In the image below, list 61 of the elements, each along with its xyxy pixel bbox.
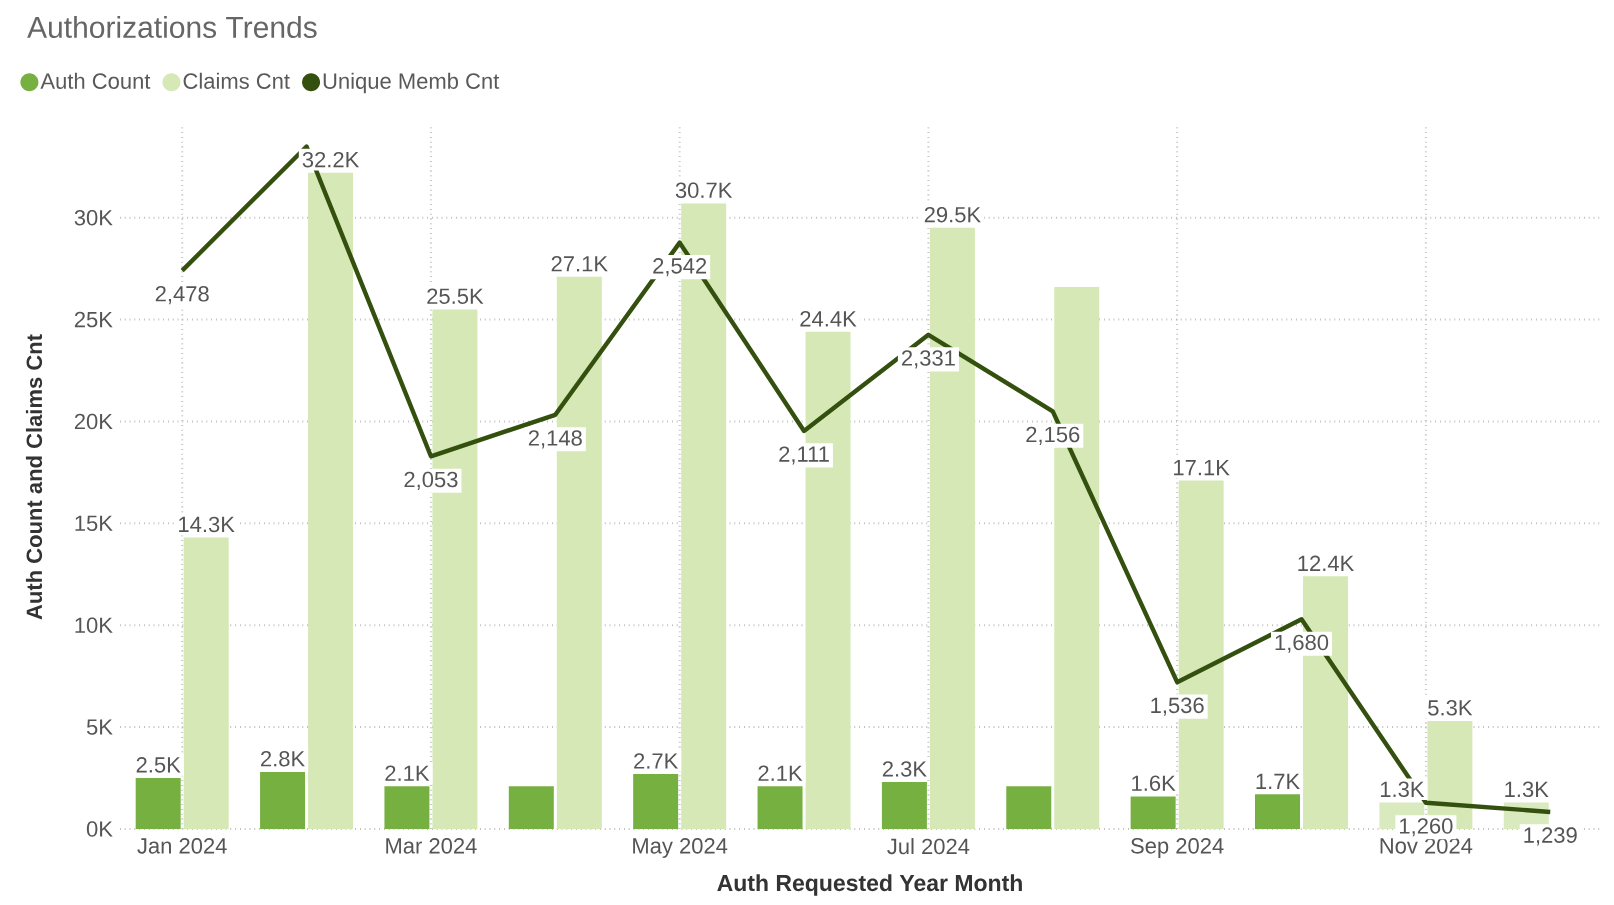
data-label: 2.1K [758,765,803,781]
data-label: 29.5K [924,206,981,223]
data-label: 2,542 [653,258,707,277]
data-label: 2.1K [385,765,430,781]
data-label: 1.3K [1505,781,1549,798]
y-axis-title: Auth Count and Claims Cnt [25,334,43,620]
y-tick-label: 20K [74,413,113,430]
data-label: 30.7K [675,182,733,199]
data-label: 1,536 [1151,697,1204,716]
data-label: 1.6K [1132,775,1176,791]
y-tick-label: 5K [86,719,113,735]
data-label: 1,239 [1524,827,1577,846]
data-label: 2,156 [1026,426,1080,445]
x-tick-label: Mar 2024 [386,838,477,854]
y-tick-label: 25K [74,311,113,328]
data-label: 2.8K [261,750,305,767]
data-label: 2,053 [404,471,458,490]
data-label: 1,680 [1275,634,1329,653]
data-label: 27.1K [551,256,608,272]
data-label: 5.3K [1428,700,1473,716]
data-label: 24.4K [800,311,857,327]
x-tick-label: Sep 2024 [1131,838,1224,858]
legend-label: Auth Count [40,72,151,89]
data-label: 12.4K [1298,555,1354,571]
bar [1255,794,1301,829]
y-tick-label: 15K [75,515,113,532]
data-label: 2,331 [901,350,955,369]
data-label: 14.3K [179,516,235,533]
data-label: 32.2K [302,151,360,168]
bar [633,773,679,829]
y-tick-label: 10K [75,617,113,634]
x-axis-title: Auth Requested Year Month [717,874,1022,896]
x-tick-label: May 2024 [633,838,728,858]
chart-title: Authorizations Trends [27,15,317,38]
bar [260,771,306,829]
bar [135,778,181,829]
y-tick-label: 30K [74,209,113,226]
bar [757,786,803,829]
legend-label: Unique Memb Cnt [323,72,500,94]
data-label: 2.5K [136,757,181,773]
x-tick-label: Jul 2024 [887,838,970,855]
data-label: 1.3K [1380,781,1425,798]
data-label: 25.5K [427,288,484,304]
bar [508,786,554,829]
data-label: 2,148 [528,430,582,449]
data-label: 2.3K [882,761,927,777]
bar [1130,796,1176,829]
data-label: 1,260 [1400,818,1453,837]
bar [881,782,927,829]
data-label: 2,111 [779,446,829,465]
data-label: 2,478 [155,286,209,305]
data-label: 1.7K [1256,773,1300,789]
bar [308,172,354,829]
bar [1006,786,1052,829]
bar [384,786,430,829]
legend-label: Claims Cnt [183,72,290,89]
data-label: 17.1K [1174,460,1230,476]
bar [183,537,229,829]
x-tick-label: Jan 2024 [137,838,227,854]
y-tick-label: 0K [86,821,113,837]
data-label: 2.7K [634,753,679,769]
